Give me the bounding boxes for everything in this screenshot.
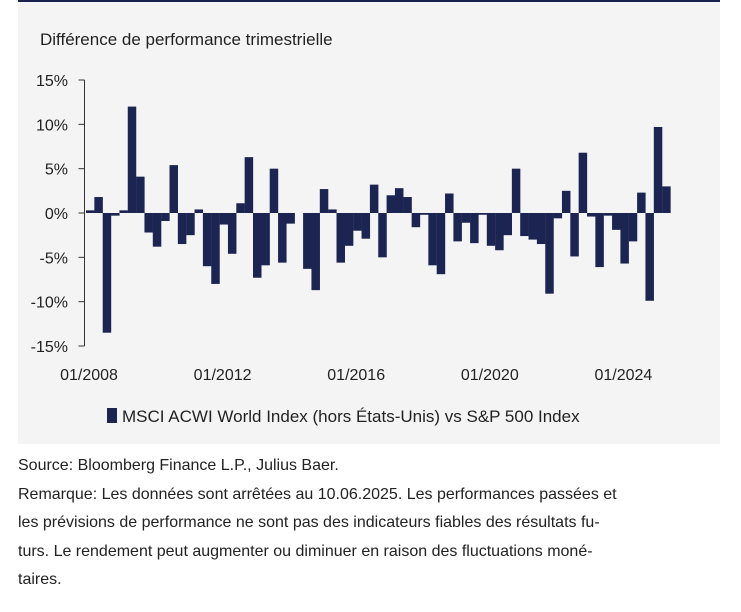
bar <box>578 152 588 213</box>
bar <box>378 213 387 258</box>
bar <box>403 197 412 213</box>
bar <box>344 213 354 246</box>
y-tick-label: 15% <box>36 73 68 90</box>
bar <box>545 213 554 294</box>
bar <box>595 213 604 268</box>
bar <box>186 213 195 236</box>
bar <box>520 213 529 237</box>
bar <box>653 126 663 213</box>
bar <box>286 213 295 224</box>
bar <box>662 186 671 213</box>
bar <box>628 213 638 242</box>
legend-label: MSCI ACWI World Index (hors États-Unis) … <box>122 407 580 426</box>
bar <box>536 213 546 245</box>
bar <box>461 213 471 223</box>
bar <box>369 184 379 213</box>
bar <box>570 213 579 257</box>
legend: MSCI ACWI World Index (hors États-Unis) … <box>107 407 580 426</box>
bar <box>236 203 245 213</box>
bar <box>152 213 162 247</box>
bar <box>553 213 563 219</box>
remark-line: turs. Le rendement peut augmenter ou dim… <box>18 542 593 560</box>
bar <box>244 157 254 213</box>
bar <box>253 213 262 278</box>
bar <box>202 213 212 267</box>
bar <box>311 213 320 291</box>
y-tick-label: -15% <box>31 339 68 356</box>
x-tick-label: 01/2008 <box>60 367 118 384</box>
bars-group <box>86 106 671 333</box>
y-tick-label: 0% <box>45 206 68 223</box>
bar <box>303 213 312 269</box>
bar <box>637 192 646 213</box>
bar <box>194 209 204 213</box>
bar <box>336 213 345 263</box>
bar <box>227 213 237 254</box>
remark-line: les prévisions de performance ne sont pa… <box>18 514 600 531</box>
y-tick-label: 5% <box>45 162 68 179</box>
x-tick-label: 01/2020 <box>461 367 519 384</box>
remark-line: Remarque: Les données sont arrêtées au 1… <box>18 485 617 503</box>
x-tick-label: 01/2024 <box>594 367 652 384</box>
remark-line: taires. <box>18 571 62 588</box>
bar <box>111 213 120 216</box>
bar <box>278 213 287 263</box>
bar <box>645 213 654 301</box>
bar <box>445 193 454 213</box>
bar <box>420 213 429 215</box>
bar <box>94 197 103 213</box>
y-tick-label: -5% <box>40 250 68 267</box>
bar <box>470 213 479 244</box>
bar <box>436 213 446 275</box>
bar <box>127 106 137 213</box>
bar <box>119 210 128 213</box>
bar <box>620 213 629 264</box>
y-tick-label: 10% <box>36 117 68 134</box>
bar <box>587 213 596 217</box>
bar <box>177 213 187 245</box>
bar <box>353 213 362 231</box>
bar <box>495 213 504 251</box>
bar <box>161 213 170 221</box>
top-rule <box>18 0 720 2</box>
x-tick-label: 01/2012 <box>194 367 252 384</box>
footer-notes: Source: Bloomberg Finance L.P., Julius B… <box>18 452 728 595</box>
bar <box>503 213 512 236</box>
bar <box>612 213 621 230</box>
bar <box>511 168 521 213</box>
bar <box>486 213 496 246</box>
bar <box>394 188 404 213</box>
bar <box>361 213 371 239</box>
source-note: Source: Bloomberg Finance L.P., Julius B… <box>18 457 339 474</box>
y-tick-label: -10% <box>31 295 68 312</box>
y-axis: 15% 10% 5% 0% -5% -10% -15% <box>31 73 85 356</box>
bar <box>144 213 153 233</box>
bar <box>411 213 421 228</box>
bar <box>169 165 178 213</box>
bar <box>328 209 337 213</box>
bar <box>261 213 270 266</box>
bar <box>453 213 462 242</box>
x-axis: 01/2008 01/2012 01/2016 01/2020 01/2024 <box>60 367 652 384</box>
bar <box>86 210 95 213</box>
bar <box>136 176 145 213</box>
bar <box>428 213 437 266</box>
bar <box>319 189 329 213</box>
bar <box>211 213 220 284</box>
bar <box>386 195 396 213</box>
bar <box>561 190 571 213</box>
bar <box>219 213 229 225</box>
bar <box>478 213 487 215</box>
x-tick-label: 01/2016 <box>327 367 385 384</box>
legend-swatch <box>107 408 117 423</box>
bar <box>603 213 613 216</box>
chart-title: Différence de performance trimestrielle <box>40 30 333 49</box>
bar <box>528 213 538 240</box>
bar <box>269 168 279 213</box>
bar <box>102 213 112 333</box>
